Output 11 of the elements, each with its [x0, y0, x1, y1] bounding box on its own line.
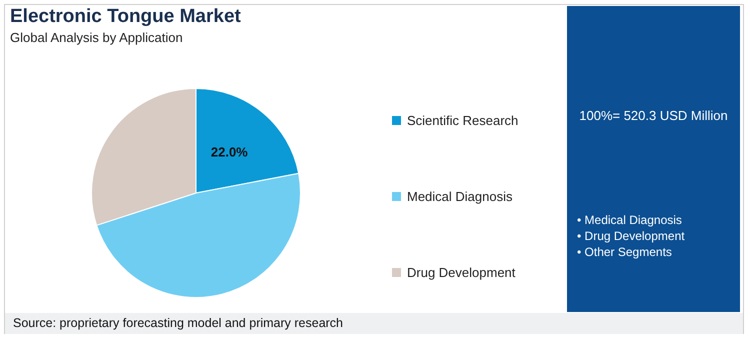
chart-subtitle: Global Analysis by Application [10, 30, 183, 45]
chart-title: Electronic Tongue Market [10, 6, 241, 28]
legend-label: Medical Diagnosis [406, 189, 512, 204]
text: • Medical Diagnosis [577, 212, 683, 228]
source-note: Source: proprietary forecasting model and primary research [13, 316, 344, 330]
legend-label: Drug Development [406, 265, 516, 280]
data-label: 22.0% [210, 144, 248, 160]
legend-label: Scientific Research [406, 113, 518, 128]
text: 100%= 520.3 USD Million [578, 108, 729, 123]
text: • Drug Development [577, 228, 685, 244]
text: • Other Segments [577, 244, 673, 260]
